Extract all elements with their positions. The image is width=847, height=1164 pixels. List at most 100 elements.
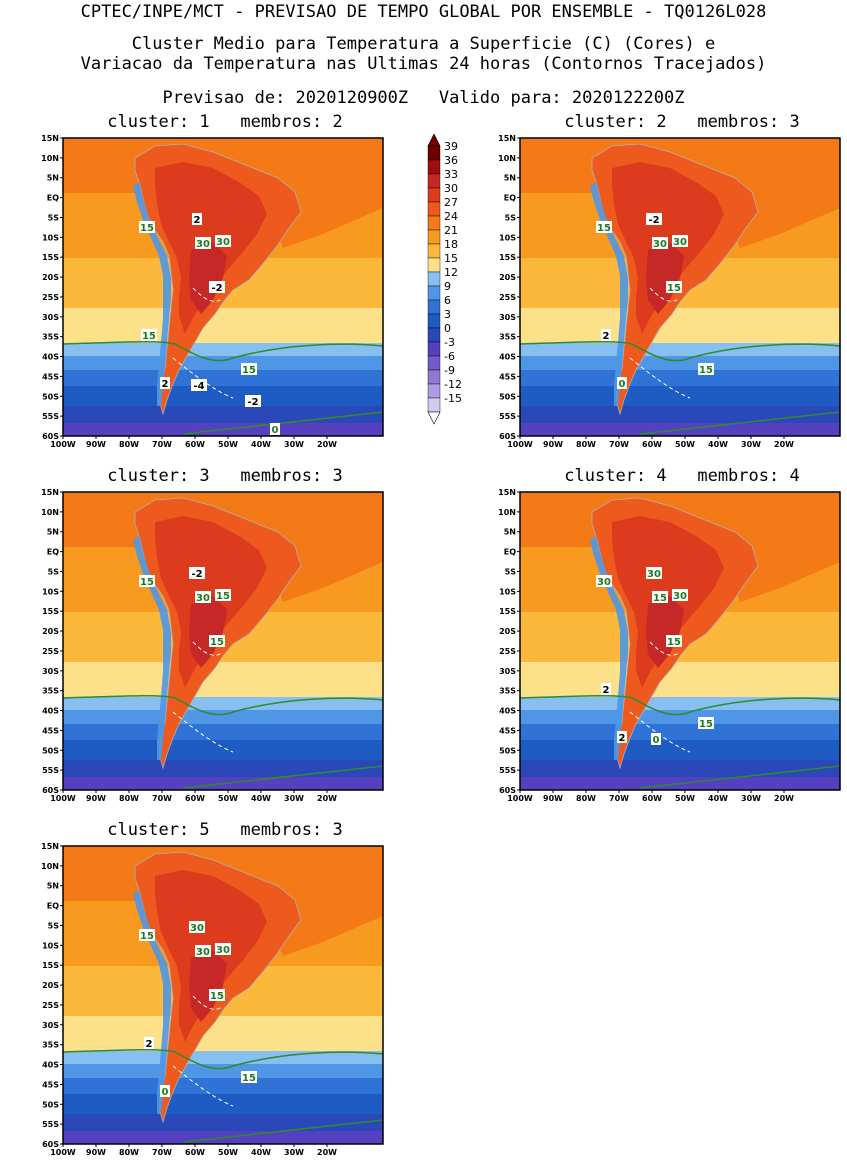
lon-label: 60W	[185, 440, 205, 449]
colorbar-swatch	[427, 271, 441, 287]
map-frame	[62, 845, 384, 1145]
contour-label: 15	[139, 575, 155, 588]
colorbar-swatch	[427, 159, 441, 175]
lat-label: 10S	[42, 587, 59, 596]
svg-text:15: 15	[242, 365, 256, 376]
contour-label: 30	[646, 567, 662, 580]
contour-label: 30	[215, 943, 231, 956]
contour-label: 2	[192, 213, 202, 226]
lon-label: 20W	[317, 440, 337, 449]
contour-label: -4	[191, 379, 207, 392]
svg-text:30: 30	[196, 947, 210, 958]
lat-label: 15N	[41, 488, 59, 497]
colorbar-level-label: 18	[444, 238, 458, 251]
lat-label: 50S	[499, 392, 516, 401]
lat-label: 5N	[47, 882, 59, 891]
contour-label: 15	[209, 635, 225, 648]
lon-label: 70W	[609, 794, 629, 803]
svg-text:2: 2	[162, 379, 169, 390]
svg-text:-2: -2	[247, 397, 258, 408]
panel-1-title: cluster: 1 membros: 2	[107, 112, 343, 132]
lon-label: 90W	[86, 794, 106, 803]
svg-text:2: 2	[146, 1039, 153, 1050]
lat-label: 20S	[499, 273, 516, 282]
ocean-band-3	[63, 1016, 383, 1051]
lon-label: 50W	[218, 440, 238, 449]
map-frame	[519, 137, 841, 437]
lon-label: 100W	[50, 440, 76, 449]
isotherm-15	[520, 340, 840, 362]
contour-label: 2	[617, 731, 627, 744]
lon-label: 40W	[251, 794, 271, 803]
lon-label: 90W	[86, 1148, 106, 1157]
colorbar-level-label: 36	[444, 154, 458, 167]
colorbar-swatch	[427, 285, 441, 301]
svg-text:15: 15	[242, 1073, 256, 1084]
contour-label: 15	[698, 717, 714, 730]
svg-text:15: 15	[597, 223, 611, 234]
contour-label: -2	[245, 395, 261, 408]
lat-label: 15N	[41, 842, 59, 851]
lat-label: 60S	[42, 432, 59, 441]
colorbar-min-arrow	[427, 411, 441, 425]
continent-hot-spot	[646, 596, 684, 668]
colorbar-swatch	[427, 299, 441, 315]
lat-label: 5N	[47, 528, 59, 537]
continent-hot-spot	[189, 596, 227, 668]
contour-label: 0	[617, 377, 627, 390]
colorbar-level-label: -6	[444, 350, 455, 363]
svg-text:30: 30	[673, 237, 687, 248]
contour-label: 15	[666, 635, 682, 648]
lat-label: 15S	[499, 253, 516, 262]
colorbar-level-label: -3	[444, 336, 455, 349]
ocean-band-8	[63, 406, 383, 423]
contour-label: 2	[144, 1037, 154, 1050]
figure-header-line4: Previsao de: 2020120900Z Valido para: 20…	[162, 88, 685, 108]
colorbar-level-label: 39	[444, 140, 458, 153]
lat-label: 30S	[499, 667, 516, 676]
continent-hot-spot	[189, 242, 227, 314]
ocean-band-7	[63, 386, 383, 406]
temperature-colorbar: 39 36 33 30 27 24 21 18 15 12 9 6 3 0 -3 -6 -9 -12 -15	[424, 132, 484, 446]
svg-text:15: 15	[210, 637, 224, 648]
lat-label: EQ	[47, 902, 59, 911]
lat-label: 5S	[505, 567, 517, 576]
lat-label: 10N	[41, 862, 59, 871]
contour-label: 30	[672, 235, 688, 248]
contour-label: 30	[215, 235, 231, 248]
lat-label: 10S	[42, 233, 59, 242]
colorbar-swatch	[427, 369, 441, 385]
svg-text:15: 15	[142, 331, 156, 342]
panel-5-title: cluster: 5 membros: 3	[107, 820, 343, 840]
lat-label: 55S	[42, 766, 59, 775]
isotherm-15	[520, 694, 840, 716]
lat-label: 35S	[42, 687, 59, 696]
lon-label: 40W	[251, 1148, 271, 1157]
lat-label: 40S	[42, 353, 59, 362]
svg-text:15: 15	[653, 593, 667, 604]
lon-label: 50W	[218, 1148, 238, 1157]
svg-text:2: 2	[603, 685, 610, 696]
lat-label: 50S	[42, 746, 59, 755]
lat-label: 5N	[504, 174, 516, 183]
figure-header-line3: Variacao da Temperatura nas Ultimas 24 h…	[80, 54, 767, 74]
lat-label: 15S	[42, 607, 59, 616]
colorbar-swatch	[427, 201, 441, 217]
lat-label: 60S	[42, 1140, 59, 1149]
contour-label: 15	[215, 589, 231, 602]
lon-label: 40W	[251, 440, 271, 449]
continent-hot-spot	[646, 242, 684, 314]
lat-label: 15N	[498, 134, 516, 143]
svg-text:-2: -2	[191, 569, 202, 580]
panel-3-title: cluster: 3 membros: 3	[107, 466, 343, 486]
lat-label: 40S	[42, 707, 59, 716]
colorbar-swatch	[427, 243, 441, 259]
lon-label: 30W	[741, 440, 761, 449]
lon-label: 80W	[576, 440, 596, 449]
ocean-band-3	[63, 308, 383, 343]
colorbar-swatch	[427, 327, 441, 343]
colorbar-swatch	[427, 257, 441, 273]
lon-label: 100W	[50, 1148, 76, 1157]
lon-label: 30W	[284, 440, 304, 449]
lon-label: 80W	[119, 440, 139, 449]
